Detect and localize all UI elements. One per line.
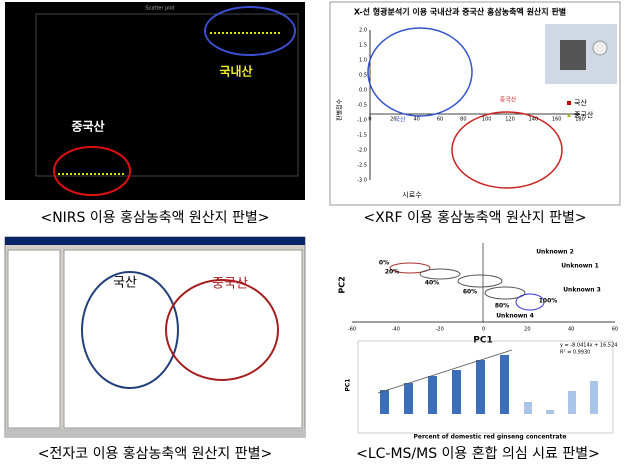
plot-title: X-선 형광분석기 이용 국내산과 중국산 홍삼농축액 원산지 판별 [354, 7, 566, 17]
y-label: PC2 [338, 276, 347, 293]
x-tick-label: 160 [552, 117, 562, 123]
group-ring [457, 274, 503, 288]
cluster-ring [451, 111, 563, 189]
group-ring [484, 286, 526, 300]
x-tick-label: 20 [390, 117, 396, 123]
caption: <NIRS 이용 홍삼농축액 원산지 판별> [40, 210, 269, 226]
y-tick-label: -2.0 [357, 148, 367, 154]
x-tick-label: 40 [568, 327, 574, 333]
label: 중국산 [500, 96, 517, 104]
unknown-label: Unknown 3 [563, 287, 601, 294]
x-tick-label: 0 [482, 327, 485, 333]
x-tick-label: 40 [413, 117, 419, 123]
x-tick-label: 60 [612, 327, 618, 333]
x-label: Percent of domestic red ginseng concentr… [414, 434, 567, 441]
x-tick-label: 120 [505, 117, 515, 123]
plot-frame [35, 13, 299, 177]
group-ring [419, 268, 461, 280]
x-tick-label: 180 [575, 117, 585, 123]
x-tick-label: 20 [524, 327, 530, 333]
legend-swatch [567, 101, 571, 105]
x-tick-label: -20 [436, 327, 444, 333]
x-label: 시료수 [402, 191, 422, 199]
y-tick-label: 0.5 [359, 73, 367, 79]
x-tick-label: 0 [368, 117, 371, 123]
y-tick-label: 1.0 [359, 58, 367, 64]
unknown-label: Unknown 4 [496, 313, 534, 320]
label: 중국산 [71, 119, 104, 134]
legend-swatch [567, 113, 571, 117]
bar-frame [357, 340, 614, 434]
caption: <전자코 이용 홍삼농축액 원산지 판별> [38, 446, 272, 462]
group-ring [389, 262, 431, 274]
photo-instrument [560, 40, 586, 70]
plot-title: Scatter plot [145, 6, 174, 12]
cluster-ring [367, 27, 473, 117]
x-tick-label: 140 [529, 117, 539, 123]
label: 국산 [113, 276, 137, 291]
taskbar [5, 429, 305, 437]
legend-label: 중국산 [574, 110, 594, 119]
caption: <LC-MS/MS 이용 혼합 의심 시료 판별> [356, 446, 600, 462]
xrf-panel: X-선 형광분석기 이용 국내산과 중국산 홍삼농축액 원산지 판별 국산 중국… [329, 1, 621, 206]
cluster-ring [165, 279, 279, 381]
x-tick-label: -60 [348, 327, 356, 333]
y-tick-label: -2.5 [357, 163, 367, 169]
y-label: 판별점수 [336, 98, 344, 121]
x-tick-label: 100 [482, 117, 492, 123]
titlebar [5, 237, 305, 245]
group-ring [515, 293, 545, 311]
cluster-ring [81, 271, 179, 389]
y-tick-label: 2.0 [359, 28, 367, 34]
trend-line [377, 349, 513, 394]
y-tick-label: -1.5 [357, 133, 367, 139]
label: 중국산 [212, 277, 248, 292]
x-tick-label: 60 [437, 117, 443, 123]
photo-person [592, 40, 608, 56]
percent-label: 60% [463, 289, 477, 296]
y-label: PC1 [345, 379, 352, 392]
bars [380, 355, 509, 414]
bars-unknown [524, 381, 598, 414]
cluster-ring [204, 6, 296, 56]
x-label: PC1 [473, 336, 492, 346]
y-tick-label: -1.0 [357, 118, 367, 124]
legend-label: 국산 [574, 98, 587, 107]
side-panel [7, 249, 61, 429]
percent-label: 80% [495, 303, 509, 310]
y-tick-label: 0.0 [359, 88, 367, 94]
x-tick-label: -40 [392, 327, 400, 333]
label: 국내산 [219, 64, 252, 79]
percent-label: 20% [385, 269, 399, 276]
unknown-label: Unknown 2 [536, 249, 574, 256]
unknown-label: Unknown 1 [561, 263, 599, 270]
percent-label: 0% [379, 260, 389, 267]
y-tick-label: -0.5 [357, 103, 367, 109]
plot-area [63, 249, 303, 429]
y-tick-label: -3.0 [357, 178, 367, 184]
lcms-panel: PC1 PC2 y = -8.0414x + 16.524 R² = 0.993… [330, 237, 625, 441]
panel-bg [5, 2, 305, 200]
r-squared: R² = 0.9930 [560, 350, 590, 356]
label: 국산 [394, 116, 406, 124]
y-tick-label: 1.5 [359, 43, 367, 49]
percent-label: 40% [425, 280, 439, 287]
enose-panel: 국산 중국산 [4, 236, 306, 438]
cluster-ring [53, 146, 131, 196]
nirs-panel: Scatter plot 국내산 중국산 [5, 2, 305, 200]
equation: y = -8.0414x + 16.524 [560, 343, 617, 349]
percent-label: 100% [539, 298, 558, 305]
x-tick-label: 80 [460, 117, 466, 123]
caption: <XRF 이용 홍삼농축액 원산지 판별> [363, 210, 586, 226]
